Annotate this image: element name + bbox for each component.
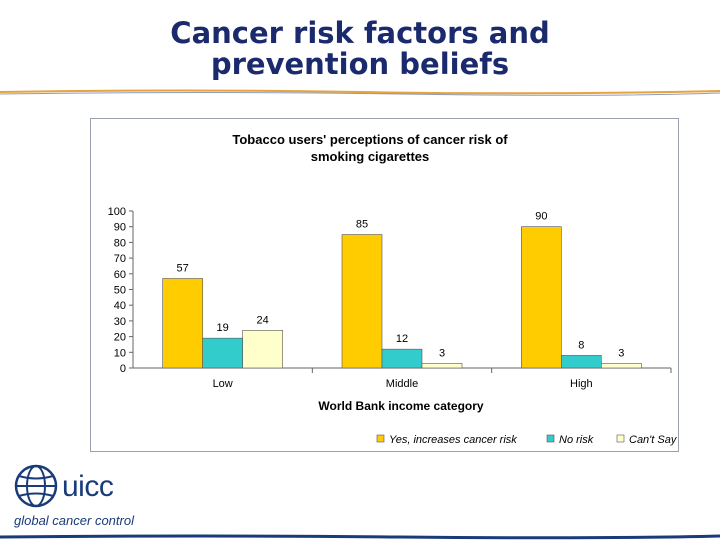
- bar-middle-2: [421, 362, 463, 369]
- y-tick-label: 70: [114, 253, 126, 265]
- data-label: 85: [356, 219, 368, 231]
- chart-panel: Tobacco users' perceptions of cancer ris…: [90, 118, 679, 452]
- data-label: 19: [217, 322, 229, 334]
- data-label: 8: [578, 339, 584, 351]
- y-tick-label: 10: [114, 347, 126, 359]
- logo-tagline: global cancer control: [14, 513, 134, 528]
- x-axis-title: World Bank income category: [318, 399, 483, 413]
- data-label: 90: [535, 211, 547, 223]
- legend-swatch: [616, 434, 625, 443]
- slide-title: Cancer risk factors and prevention belie…: [120, 18, 600, 80]
- x-tick-label: Low: [213, 378, 233, 390]
- y-tick-label: 20: [114, 332, 126, 344]
- logo-wordmark: uicc: [62, 470, 114, 503]
- y-tick-label: 0: [120, 363, 126, 375]
- data-label: 57: [177, 263, 189, 275]
- slide-title-line-1: Cancer risk factors and: [170, 16, 550, 50]
- title-divider: [0, 89, 720, 96]
- chart-legend: Yes, increases cancer risk No risk Can't S…: [376, 434, 678, 446]
- slide-title-line-2: prevention beliefs: [210, 47, 510, 81]
- legend-swatch: [546, 434, 555, 443]
- data-label: 24: [257, 314, 269, 326]
- x-tick-label: Middle: [386, 378, 418, 390]
- y-tick-label: 60: [114, 269, 126, 281]
- bar-high-2: [601, 362, 642, 369]
- chart-title-line-1: Tobacco users' perceptions of cancer ris…: [232, 132, 508, 147]
- bar-high-0: [521, 226, 562, 369]
- globe-icon: [14, 464, 58, 508]
- y-tick-label: 80: [114, 237, 126, 249]
- bar-low-2: [242, 330, 283, 369]
- legend-label: Can't Say: [629, 434, 678, 446]
- footer-divider: [0, 534, 720, 540]
- bar-middle-0: [341, 234, 383, 369]
- plot-area: 0 10 20 30 40 50 60 70 80 90 100 57 19 24 Low 85 12 3 Midd…: [108, 206, 672, 390]
- chart-title-line-2: smoking cigarettes: [311, 149, 430, 164]
- data-label: 3: [618, 347, 624, 359]
- data-label: 3: [439, 347, 445, 359]
- bar-high-1: [561, 355, 602, 369]
- y-tick-label: 90: [114, 222, 126, 234]
- x-tick-label: High: [570, 378, 593, 390]
- legend-label: No risk: [559, 434, 594, 446]
- y-tick-label: 100: [108, 206, 126, 218]
- data-label: 12: [396, 333, 408, 345]
- y-tick-label: 40: [114, 300, 126, 312]
- legend-label: Yes, increases cancer risk: [389, 434, 517, 446]
- y-tick-label: 30: [114, 316, 126, 328]
- bar-low-0: [162, 278, 203, 369]
- bar-chart: Tobacco users' perceptions of cancer ris…: [108, 132, 678, 446]
- bar-low-1: [202, 337, 243, 369]
- bar-middle-1: [381, 348, 423, 369]
- legend-swatch: [376, 434, 385, 443]
- y-tick-label: 50: [114, 285, 126, 297]
